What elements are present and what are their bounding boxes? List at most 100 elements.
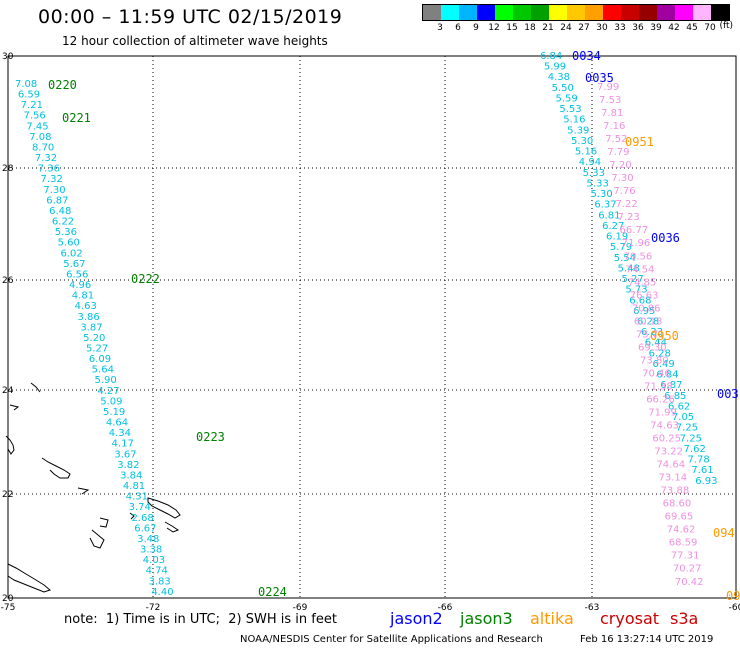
latitude-tick-label: 26 — [2, 276, 14, 286]
wave-height-value: 5.36 — [55, 227, 77, 238]
wave-height-value: 7.08 — [15, 79, 37, 90]
legend-label: 70 — [704, 23, 716, 33]
wave-height-value: 66.26 — [646, 394, 675, 405]
legend-label: 12 — [488, 23, 500, 33]
wave-height-value: 71.38 — [644, 381, 673, 392]
wave-height-value: 6.87 — [46, 195, 68, 206]
wave-height-value: 5.09 — [100, 396, 122, 407]
pass-time-label: 094 — [713, 526, 735, 540]
legend-swatch — [603, 5, 621, 20]
wave-height-value: 73.80 — [640, 355, 669, 366]
legend-label: 27 — [578, 23, 590, 33]
wave-height-value: 4.94 — [579, 157, 601, 168]
legend-swatch — [621, 5, 639, 20]
wave-height-value: 3.74 — [129, 502, 151, 513]
wave-height-value: 7.56 — [24, 111, 46, 122]
wave-height-value: 70.42 — [675, 577, 704, 588]
map-subtitle: 12 hour collection of altimeter wave hei… — [62, 34, 328, 48]
legend-label: 45 — [686, 23, 698, 33]
wave-height-value: 7.08 — [29, 132, 51, 143]
island-outline — [129, 512, 135, 520]
wave-height-value: 75.71 — [636, 329, 665, 340]
island-outline — [9, 404, 20, 411]
wave-height-value: 5.67 — [63, 259, 85, 270]
satellite-jason2: jason2 — [390, 609, 443, 628]
longitude-tick-label: -60 — [729, 603, 740, 613]
wave-height-value: 7.16 — [603, 121, 625, 132]
color-legend: 3 6 9 12 15 18 21 24 27 30 33 36 39 42 45 70 — [422, 4, 730, 33]
island-outline — [5, 435, 15, 455]
legend-swatch — [639, 5, 657, 20]
legend-label: 18 — [524, 23, 536, 33]
island-outline — [99, 517, 109, 528]
longitude-tick-label: -75 — [1, 603, 16, 613]
wave-height-value: 7.76 — [613, 186, 635, 197]
wave-height-value: 74.54 — [626, 264, 655, 275]
legend-swatch — [711, 5, 729, 20]
legend-swatch — [585, 5, 603, 20]
wave-height-value: 5.48 — [618, 263, 640, 274]
legend-label: 3 — [437, 23, 443, 33]
wave-height-value: 6.87 — [660, 380, 682, 391]
wave-height-value: 4.81 — [72, 291, 94, 302]
legend-label: 36 — [632, 23, 644, 33]
wave-height-value: 6.48 — [49, 206, 71, 217]
wave-height-value: 6.49 — [653, 359, 675, 370]
legend-label: 21 — [542, 23, 554, 33]
wave-height-value: 5.30 — [590, 189, 612, 200]
wave-height-value: 7.52 — [605, 134, 627, 145]
wave-height-value: 6.84 — [656, 370, 678, 381]
map-title: 00:00 – 11:59 UTC 02/15/2019 — [38, 6, 343, 28]
island-outline — [41, 457, 71, 479]
island-outline — [77, 487, 90, 495]
pass-time-label: 0222 — [131, 272, 160, 286]
wave-height-value: 5.33 — [583, 168, 605, 179]
wave-height-value: 7.61 — [691, 465, 713, 476]
wave-height-value: 7.62 — [684, 444, 706, 455]
wave-height-value: 6.67 — [134, 523, 156, 534]
pass-time-labels: 0220 0221 0222 0223 0224 0034 0035 0951 0036 0950… — [48, 49, 740, 603]
island-outline — [7, 563, 52, 593]
wave-height-value: 68.60 — [663, 499, 692, 510]
wave-height-value: 7.78 — [687, 455, 709, 466]
legend-label: 30 — [596, 23, 608, 33]
legend-swatch — [675, 5, 693, 20]
wave-height-value: 7.32 — [41, 174, 63, 185]
map-border — [7, 55, 737, 599]
wave-height-value: 6.84 — [540, 51, 562, 62]
wave-height-value: 6.44 — [645, 338, 667, 349]
wave-height-value: 6.02 — [60, 248, 82, 259]
legend-unit: (ft) — [719, 21, 733, 31]
pass-time-label: 0221 — [62, 111, 91, 125]
longitude-tick-label: -66 — [438, 603, 453, 613]
wave-height-value: 71.99 — [648, 408, 677, 419]
wave-height-value: 6.93 — [695, 476, 717, 487]
wave-height-value: 5.16 — [575, 147, 597, 158]
legend-swatches — [422, 4, 730, 21]
legend-swatch — [495, 5, 513, 20]
legend-swatch — [531, 5, 549, 20]
wave-height-value: 5.50 — [552, 83, 574, 94]
legend-label: 6 — [455, 23, 461, 33]
wave-height-value: 4.81 — [123, 481, 145, 492]
wave-height-value: 68.59 — [669, 538, 698, 549]
wave-height-value: 3.82 — [117, 460, 139, 471]
wave-height-value: 74.62 — [667, 525, 696, 536]
wave-height-value: 5.33 — [587, 178, 609, 189]
wave-height-value: 4.31 — [126, 492, 148, 503]
satellite-s3a: s3a — [670, 609, 699, 628]
legend-label: 9 — [473, 23, 479, 33]
wave-height-value: 66.77 — [620, 225, 649, 236]
legend-label: 42 — [668, 23, 680, 33]
wave-height-value: 7.79 — [607, 147, 629, 158]
island-outline — [164, 521, 180, 533]
legend-swatch — [567, 5, 585, 20]
wave-height-value: 7.30 — [611, 173, 633, 184]
wave-height-value: 70.56 — [624, 251, 653, 262]
wave-height-value: 6.22 — [52, 217, 74, 228]
pass-time-label: 003 — [717, 387, 739, 401]
wave-height-value: 60.25 — [652, 434, 681, 445]
wave-height-value: 70.86 — [632, 303, 661, 314]
island-outline — [89, 529, 105, 549]
